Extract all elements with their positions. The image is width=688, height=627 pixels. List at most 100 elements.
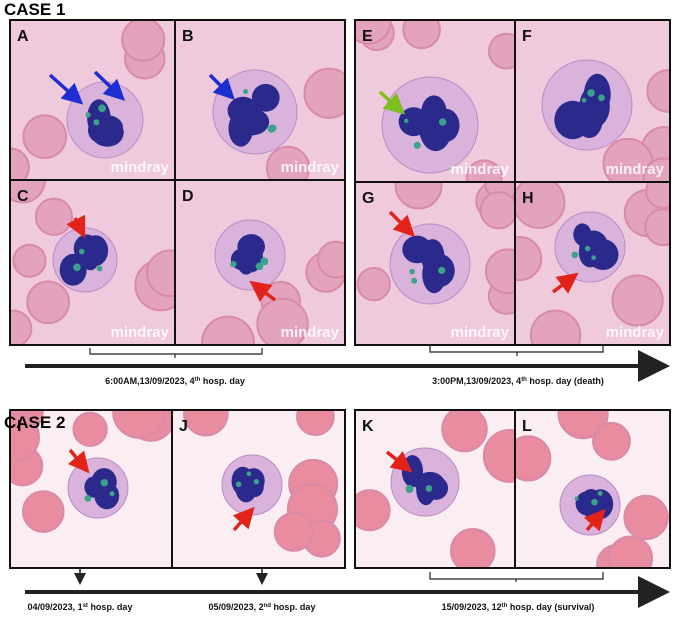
timeline: 6:00AM,13/09/2023, 4th hosp. day 3:00PM,1… [25,344,670,612]
red-cell [316,240,345,279]
inclusion [591,498,598,506]
inclusion [587,89,595,97]
panel-border [171,409,346,569]
red-cell [273,511,314,552]
bracket [89,348,263,358]
panel-label: B [182,28,194,45]
nucleus [575,98,603,139]
timeline-label: 04/09/2023, 1st hosp. day [28,602,133,612]
red-cell [355,489,391,532]
watermark: mindray [451,161,510,178]
red-cell [10,412,40,462]
panel-label: D [182,188,194,205]
red-cell [112,410,166,439]
inclusion [411,277,418,284]
inclusion [425,485,433,492]
inclusion [571,251,579,259]
label-text: 6:00AM,13/09/2023, 4 [105,376,195,386]
label-text: 3:00PM,13/09/2023, 4 [432,376,521,386]
panel-label: K [362,418,374,435]
inclusion [438,118,447,126]
bracket [429,572,604,582]
red-cell [296,410,335,437]
label-sup: st [83,603,88,609]
inclusion [584,245,591,252]
inclusion [93,119,100,126]
arrow [583,508,606,532]
image-panel: I [9,409,173,569]
red-cell [645,182,670,209]
image-panel: mindray E [354,19,516,183]
label-tail: hosp. day [88,602,133,612]
inclusion [598,94,605,102]
panel-border [514,409,671,569]
red-cell [10,309,33,345]
red-cell [12,243,47,278]
arrow [67,448,90,474]
nucleus [398,107,429,137]
arrow [208,73,235,100]
red-cell [26,280,71,325]
panel-label: I [17,418,21,435]
label-text: 15/09/2023, 12 [442,602,502,612]
red-cell [592,421,631,461]
image-panel: J [171,409,346,569]
label-text: 04/09/2023, 1 [28,602,83,612]
red-cell [355,20,392,45]
inclusion [98,104,106,113]
red-cell [515,435,552,482]
inclusion [267,125,275,133]
red-cell [607,535,654,568]
red-cell [515,182,566,229]
panel-border [514,181,671,346]
image-panel: mindray C [9,179,176,346]
inclusion [438,266,446,274]
inclusion [409,268,415,275]
inclusion [85,112,91,118]
nucleus [227,96,259,125]
red-cell [484,248,515,295]
red-cell [34,197,74,236]
inclusion [246,471,252,477]
arrow [48,73,84,105]
watermark: mindray [281,159,340,176]
image-panel: mindray F [514,19,671,183]
red-cell [256,297,309,345]
nucleus [231,466,255,496]
panel-label: C [17,188,29,205]
inclusion [235,481,242,488]
timeline-label: 05/09/2023, 2nd hosp. day [209,602,316,612]
inclusion [591,255,596,260]
inclusion [96,265,103,272]
watermark: mindray [606,161,665,178]
nucleus [587,239,619,271]
inclusion [404,118,409,124]
nucleus [415,471,445,497]
image-panel: mindray H [514,181,671,346]
panel-label: G [362,190,374,207]
panel-border [174,179,346,346]
case-title: CASE 2 [4,413,65,432]
inclusion [230,260,237,268]
image-panel: mindray D [174,179,346,346]
red-cell [515,235,543,282]
case-title: CASE 1 [4,0,65,19]
arrow [551,272,579,294]
inclusion [255,262,264,271]
red-cell [121,20,166,62]
bracket [429,344,604,356]
nucleus [422,254,447,294]
red-cell [623,494,669,541]
arrow [388,210,415,237]
inclusion [73,263,81,272]
label-sup: th [195,377,201,383]
nucleus [94,482,120,510]
nucleus [251,83,280,112]
red-cell [450,527,496,568]
red-cell [479,191,515,230]
red-cell [22,114,68,160]
image-panel: K [354,409,516,569]
red-cell [394,182,443,210]
